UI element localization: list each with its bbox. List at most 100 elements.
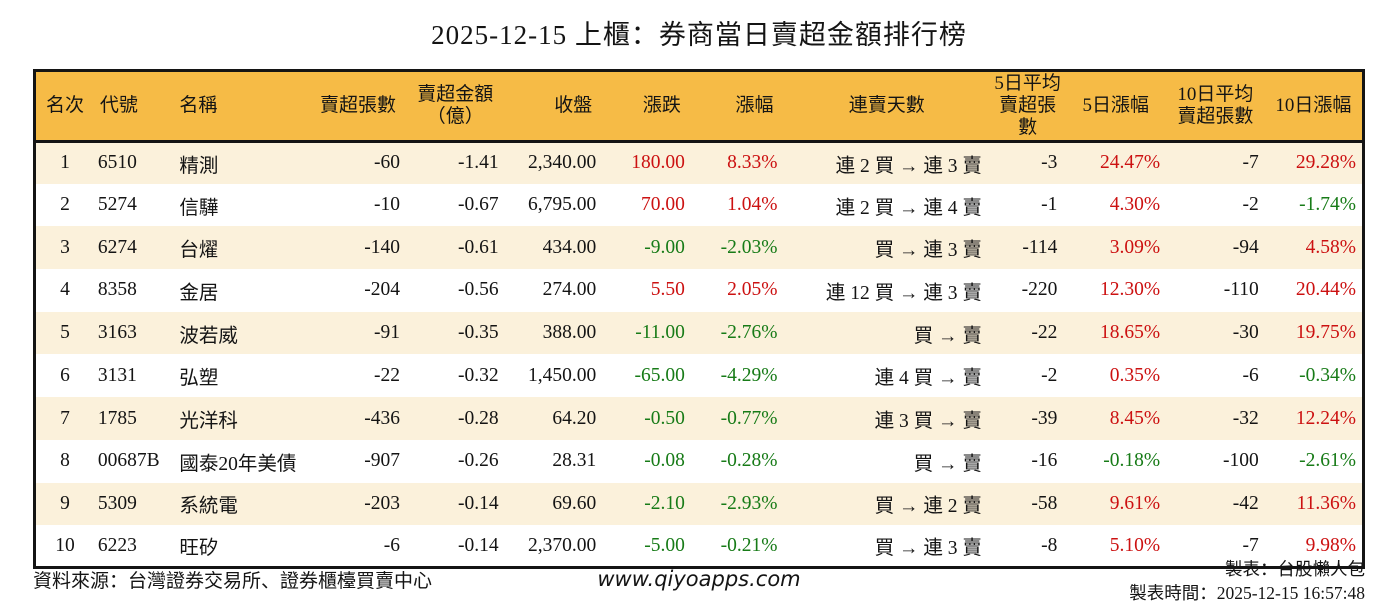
cell-avg10: -7 [1242,534,1259,556]
cell-close: 2,370.00 [528,534,597,556]
cell-streak: 連 2 買 → 連 4 賣 [835,197,982,219]
cell-streak: 連 3 買 → 賣 [874,411,982,432]
cell-change_pct: -4.29% [720,364,778,386]
cell-rank: 1 [60,152,70,174]
cell-sell_amount: -0.14 [458,492,499,514]
cell-name: 系統電 [179,496,238,518]
cell-pct10: 29.28% [1295,152,1356,174]
cell-sell_amount: -1.41 [458,152,499,174]
column-header-sell_amount: 賣超金額 （億） [405,70,505,143]
cell-change_pct: -2.76% [720,322,778,344]
cell-sell_volume: -203 [364,492,400,514]
cell-name: 弘塑 [179,368,219,390]
column-header-pct5: 5日漲幅 [1065,70,1167,143]
cell-name: 光洋科 [179,411,238,432]
cell-change_pct: -2.03% [720,236,778,258]
cell-avg10: -94 [1232,236,1259,258]
cell-sell_volume: -60 [373,152,400,174]
table-row: 7 1785 光洋科 -436 -0.28 64.20 -0.50 -0.77% 連 3 買 →… [34,397,1364,440]
cell-code: 8358 [97,279,137,301]
cell-streak: 買 → 賣 [913,453,982,475]
cell-sell_amount: -0.67 [458,194,499,216]
cell-close: 388.00 [542,322,597,344]
cell-avg10: -7 [1242,152,1259,174]
column-header-close: 收盤 [504,70,603,143]
cell-name: 旺矽 [179,538,219,560]
cell-pct5: 8.45% [1109,407,1161,429]
column-header-sell_volume: 賣超張數 [310,70,406,143]
cell-change_pct: -2.93% [720,492,778,514]
cell-change: 180.00 [631,152,685,174]
cell-avg10: -42 [1232,492,1259,514]
cell-sell_amount: -0.61 [458,236,499,258]
cell-pct5: 0.35% [1109,364,1161,386]
cell-avg10: -2 [1242,194,1259,216]
table-header: 名次 代號 名稱 賣超張數 賣超金額 （億） 收盤 漲跌 漲幅 連賣天數 5日平均 賣超張數 5日漲… [34,70,1364,143]
cell-close: 6,795.00 [528,194,597,216]
table-header-row: 名次 代號 名稱 賣超張數 賣超金額 （億） 收盤 漲跌 漲幅 連賣天數 5日平均 賣超張數 5日漲… [34,70,1364,143]
cell-change_pct: 8.33% [727,152,778,174]
cell-rank: 5 [60,322,70,344]
cell-change: -11.00 [635,322,685,344]
cell-change: -0.08 [644,450,685,472]
cell-change_pct: 1.04% [727,194,778,216]
cell-rank: 3 [60,236,70,258]
made-time-label: 製表時間：2025-12-15 16:57:48 [1129,583,1365,603]
cell-sell_volume: -907 [364,450,400,472]
cell-rank: 2 [60,194,70,216]
table-row: 1 6510 精測 -60 -1.41 2,340.00 180.00 8.33% 連 2 買 … [34,141,1364,184]
cell-pct5: 24.47% [1099,152,1161,174]
cell-avg5: -16 [1031,450,1058,472]
column-header-pct10: 10日漲幅 [1264,70,1364,143]
cell-change_pct: -0.77% [720,407,778,429]
cell-sell_volume: -6 [383,534,400,556]
table-row: 8 00687B 國泰20年美債 -907 -0.26 28.31 -0.08 -0.28% 買… [34,439,1364,483]
data-source-note: 資料來源：台灣證券交易所、證券櫃檯買賣中心 [33,571,433,592]
column-header-avg10: 10日平均 賣超張數 [1166,70,1265,143]
cell-close: 64.20 [552,407,597,429]
column-header-rank: 名次 [34,70,94,143]
cell-avg5: -8 [1041,534,1058,556]
ranking-table-container: 名次 代號 名稱 賣超張數 賣超金額 （億） 收盤 漲跌 漲幅 連賣天數 5日平均 賣超張數 5日漲… [33,69,1365,570]
table-row: 6 3131 弘塑 -22 -0.32 1,450.00 -65.00 -4.29% 連 4 買… [34,354,1364,398]
maker-label: 製表：台股懶人包 [1225,559,1365,579]
cell-change: 5.50 [650,279,685,301]
cell-rank: 8 [60,450,70,472]
cell-close: 274.00 [542,279,597,301]
cell-change: -0.50 [644,407,685,429]
cell-change_pct: 2.05% [727,279,778,301]
cell-change_pct: -0.21% [720,534,778,556]
cell-pct5: 18.65% [1099,322,1161,344]
table-row: 2 5274 信驊 -10 -0.67 6,795.00 70.00 1.04% 連 2 買 →… [34,183,1364,227]
cell-sell_amount: -0.56 [458,279,499,301]
cell-rank: 9 [60,492,70,514]
cell-pct10: 11.36% [1296,492,1356,514]
cell-close: 28.31 [552,450,597,472]
cell-avg5: -2 [1041,364,1058,386]
cell-avg5: -3 [1041,152,1058,174]
cell-streak: 連 2 買 → 連 3 賣 [835,155,982,177]
cell-pct10: -2.61% [1299,450,1356,472]
cell-pct10: -0.34% [1299,364,1356,386]
cell-change: -2.10 [644,492,685,514]
cell-code: 3163 [97,322,137,344]
cell-close: 2,340.00 [528,152,597,174]
cell-sell_volume: -204 [364,279,400,301]
cell-pct10: 19.75% [1295,322,1356,344]
cell-streak: 買 → 連 3 賣 [874,538,982,560]
cell-sell_volume: -91 [373,322,400,344]
cell-pct5: 3.09% [1109,236,1161,258]
cell-streak: 買 → 連 2 賣 [874,496,982,518]
cell-pct5: 9.61% [1109,492,1161,514]
cell-name: 台燿 [179,240,219,262]
cell-sell_volume: -22 [373,364,400,386]
cell-code: 5274 [97,194,137,216]
cell-avg10: -100 [1222,450,1259,472]
cell-pct5: 5.10% [1109,534,1161,556]
cell-sell_amount: -0.14 [458,534,499,556]
cell-change: -65.00 [634,364,685,386]
cell-pct10: 12.24% [1295,407,1356,429]
cell-name: 金居 [179,282,219,304]
cell-name: 國泰20年美債 [179,453,297,475]
cell-change: -9.00 [644,236,685,258]
